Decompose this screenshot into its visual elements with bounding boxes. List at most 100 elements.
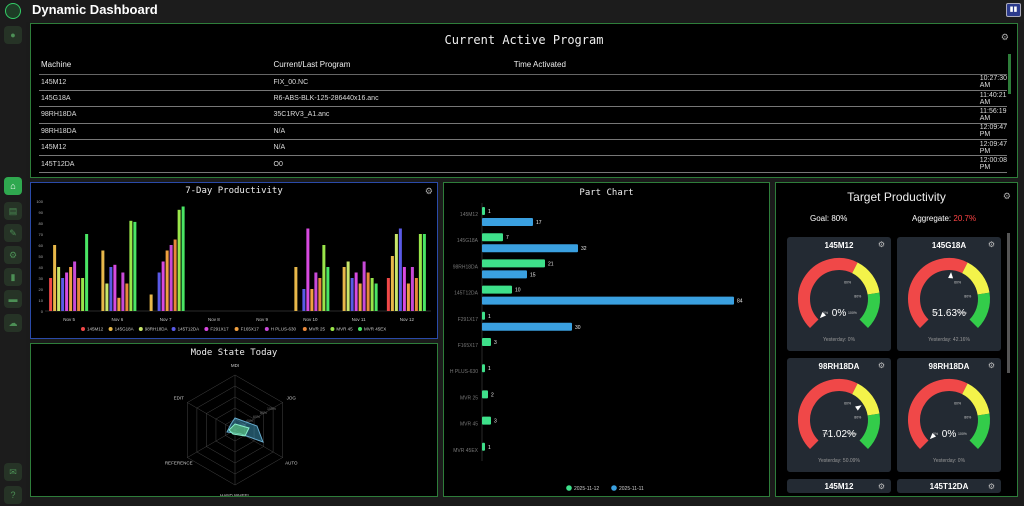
legend-swatch — [234, 327, 239, 331]
pause-icon[interactable]: ▮▮ — [1006, 3, 1021, 17]
user-icon[interactable]: ● — [4, 26, 22, 44]
settings-icon[interactable]: ⚙ — [987, 482, 995, 491]
table-cell: 145G18A — [39, 90, 272, 108]
radar-tick-label: 80% — [260, 411, 267, 415]
settings-icon[interactable]: ⚙ — [877, 482, 885, 491]
data-label: 10 — [515, 288, 521, 294]
settings-icon[interactable]: ⚙ — [877, 240, 885, 249]
cloud-icon[interactable]: ☁ — [4, 314, 22, 332]
bar — [402, 267, 406, 311]
legend-swatch — [81, 327, 85, 331]
bar — [314, 272, 318, 311]
y-tick-label: F165X17 — [458, 343, 479, 349]
data-label: 1 — [488, 314, 491, 320]
gauge-needle — [855, 405, 862, 411]
gauge-value: 71.02% — [822, 429, 856, 440]
bar — [105, 283, 109, 311]
y-tick-label: 145G18A — [457, 238, 479, 244]
settings-icon[interactable]: ⚙ — [1000, 32, 1009, 42]
goal-value: 80% — [831, 214, 848, 223]
radar-axis-label: HAND WHEEL — [220, 493, 251, 496]
table-row[interactable]: 98RH18DA 35C1RV3_A1.anc 11:56:19 AM — [39, 106, 1007, 124]
column-header: Machine — [39, 56, 272, 75]
gauge-scale-label: 100% — [848, 432, 857, 436]
bar — [310, 289, 314, 311]
legend-label: 145T12DA — [178, 327, 200, 332]
settings-icon[interactable]: ⚙ — [987, 240, 995, 249]
table-row[interactable]: 145G18A R6-ABS-BLK-125-286440x16.anc 11:40… — [39, 90, 1007, 108]
table-cell: FIX_00.NC — [271, 74, 512, 91]
gauge-arc — [908, 379, 968, 449]
dashboard-icon[interactable]: ▤ — [4, 202, 22, 220]
bar — [482, 218, 533, 226]
scrollbar[interactable] — [1007, 233, 1010, 373]
gauge-value: 0% — [941, 429, 957, 440]
radar-axis-label: AUTO — [285, 461, 298, 466]
legend-label: F291X17 — [210, 327, 229, 332]
data-label: 2 — [491, 392, 494, 398]
scrollbar[interactable] — [1008, 54, 1011, 94]
bar — [482, 233, 503, 242]
bar — [394, 234, 398, 311]
table-row[interactable]: 145M12 FIX_00.NC 10:27:30 AM — [39, 74, 1007, 91]
y-tick-label: MVR 25 — [460, 395, 478, 401]
bar — [362, 261, 366, 311]
bar — [133, 221, 137, 311]
gauge-card: 98RH18DA ⚙ 0% Yesterday: 0% 0% 60% 80% 100% — [897, 358, 1001, 472]
bar — [374, 283, 378, 311]
app-logo-icon[interactable] — [5, 3, 21, 19]
gauge-chart: 0% 60% 80% 100% — [798, 379, 880, 449]
bar — [121, 272, 125, 311]
legend-swatch — [330, 327, 335, 331]
table-row[interactable]: 98RH18DA N/A 12:09:47 PM — [39, 123, 1007, 141]
productivity-panel: 7-Day Productivity ⚙ 0 10 20 30 40 50 60 70 80 90… — [30, 182, 438, 339]
gauge-needle — [819, 311, 827, 319]
home-icon[interactable]: ⌂ — [4, 177, 22, 195]
bar — [129, 220, 133, 311]
table-row[interactable]: 145M12 N/A 12:09:47 PM — [39, 139, 1007, 157]
gauge-machine-name: 145M12 — [824, 241, 854, 250]
productivity-title: 7-Day Productivity — [185, 186, 283, 196]
bar — [482, 416, 491, 425]
legend-swatch — [138, 327, 143, 331]
chart-icon[interactable]: ▮ — [4, 268, 22, 286]
target-panel: Target Productivity ⚙ Goal: 80% Aggregat… — [775, 182, 1018, 497]
settings-icon[interactable]: ⚙ — [877, 361, 885, 370]
gauge-card: 98RH18DA ⚙ 71.02% Yesterday: 50.09% 0% 60% 80%… — [787, 358, 891, 472]
chat-icon[interactable]: ✉ — [4, 463, 22, 481]
table-row[interactable]: 145T12DA O0 12:00:08 PM — [39, 155, 1007, 173]
gauge-scale-label: 0% — [823, 432, 828, 436]
settings-icon[interactable]: ⚙ — [987, 361, 995, 370]
bar — [342, 267, 346, 311]
gear-icon[interactable]: ⚙ — [4, 246, 22, 264]
wrench-icon[interactable]: ✎ — [4, 224, 22, 242]
settings-icon[interactable]: ⚙ — [1002, 191, 1011, 201]
gauge-scale-label: 80% — [964, 416, 971, 420]
x-tick-label: Nov 5 — [63, 317, 75, 322]
gauge-yesterday: Yesterday: 0% — [822, 337, 856, 343]
gauge-card: 145M12 ⚙ — [787, 479, 891, 493]
x-tick-label: Nov 8 — [208, 317, 220, 322]
y-tick-label: 10 — [39, 298, 44, 303]
folder-icon[interactable]: ▬ — [4, 290, 22, 308]
bar — [161, 261, 165, 311]
mode-state-title: Mode State Today — [190, 348, 278, 358]
help-icon[interactable]: ? — [4, 486, 22, 504]
top-bar: Dynamic Dashboard ▮▮ — [0, 0, 1024, 22]
x-tick-label: Nov 9 — [256, 317, 268, 322]
bar — [366, 272, 370, 311]
bar — [482, 259, 545, 268]
y-tick-label: 30 — [39, 276, 44, 281]
data-label: 30 — [575, 325, 581, 331]
bar — [101, 250, 105, 311]
y-tick-label: MVR 45 — [460, 422, 478, 428]
part-chart-title: Part Chart — [579, 188, 634, 198]
bar — [53, 245, 57, 311]
bar — [482, 207, 485, 215]
gauge-arc — [851, 383, 880, 416]
table-cell: 145M12 — [39, 139, 272, 157]
data-label: 1 — [488, 209, 491, 215]
bar — [410, 267, 414, 311]
settings-icon[interactable]: ⚙ — [424, 186, 433, 196]
bar — [354, 272, 358, 311]
